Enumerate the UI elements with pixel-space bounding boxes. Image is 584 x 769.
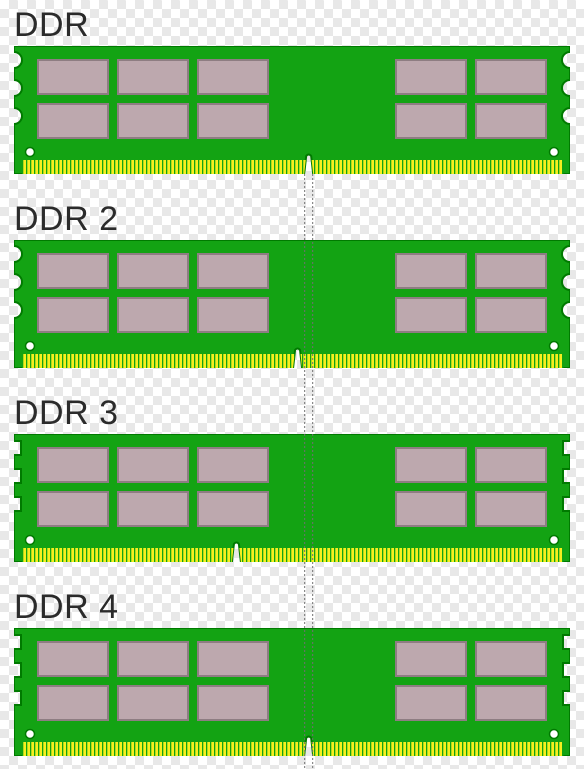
ddr-comparison-diagram: DDR DDR 2 DDR 3 DDR 4 — [0, 0, 584, 769]
ddr4-label: DDR 4 — [14, 588, 119, 627]
ddr3-module — [14, 434, 570, 562]
ddr1-label: DDR — [14, 6, 89, 45]
ddr1-module — [14, 46, 570, 174]
ddr2-label: DDR 2 — [14, 200, 119, 239]
ddr3-label: DDR 3 — [14, 394, 119, 433]
ddr4-module — [14, 628, 570, 756]
ddr2-module — [14, 240, 570, 368]
